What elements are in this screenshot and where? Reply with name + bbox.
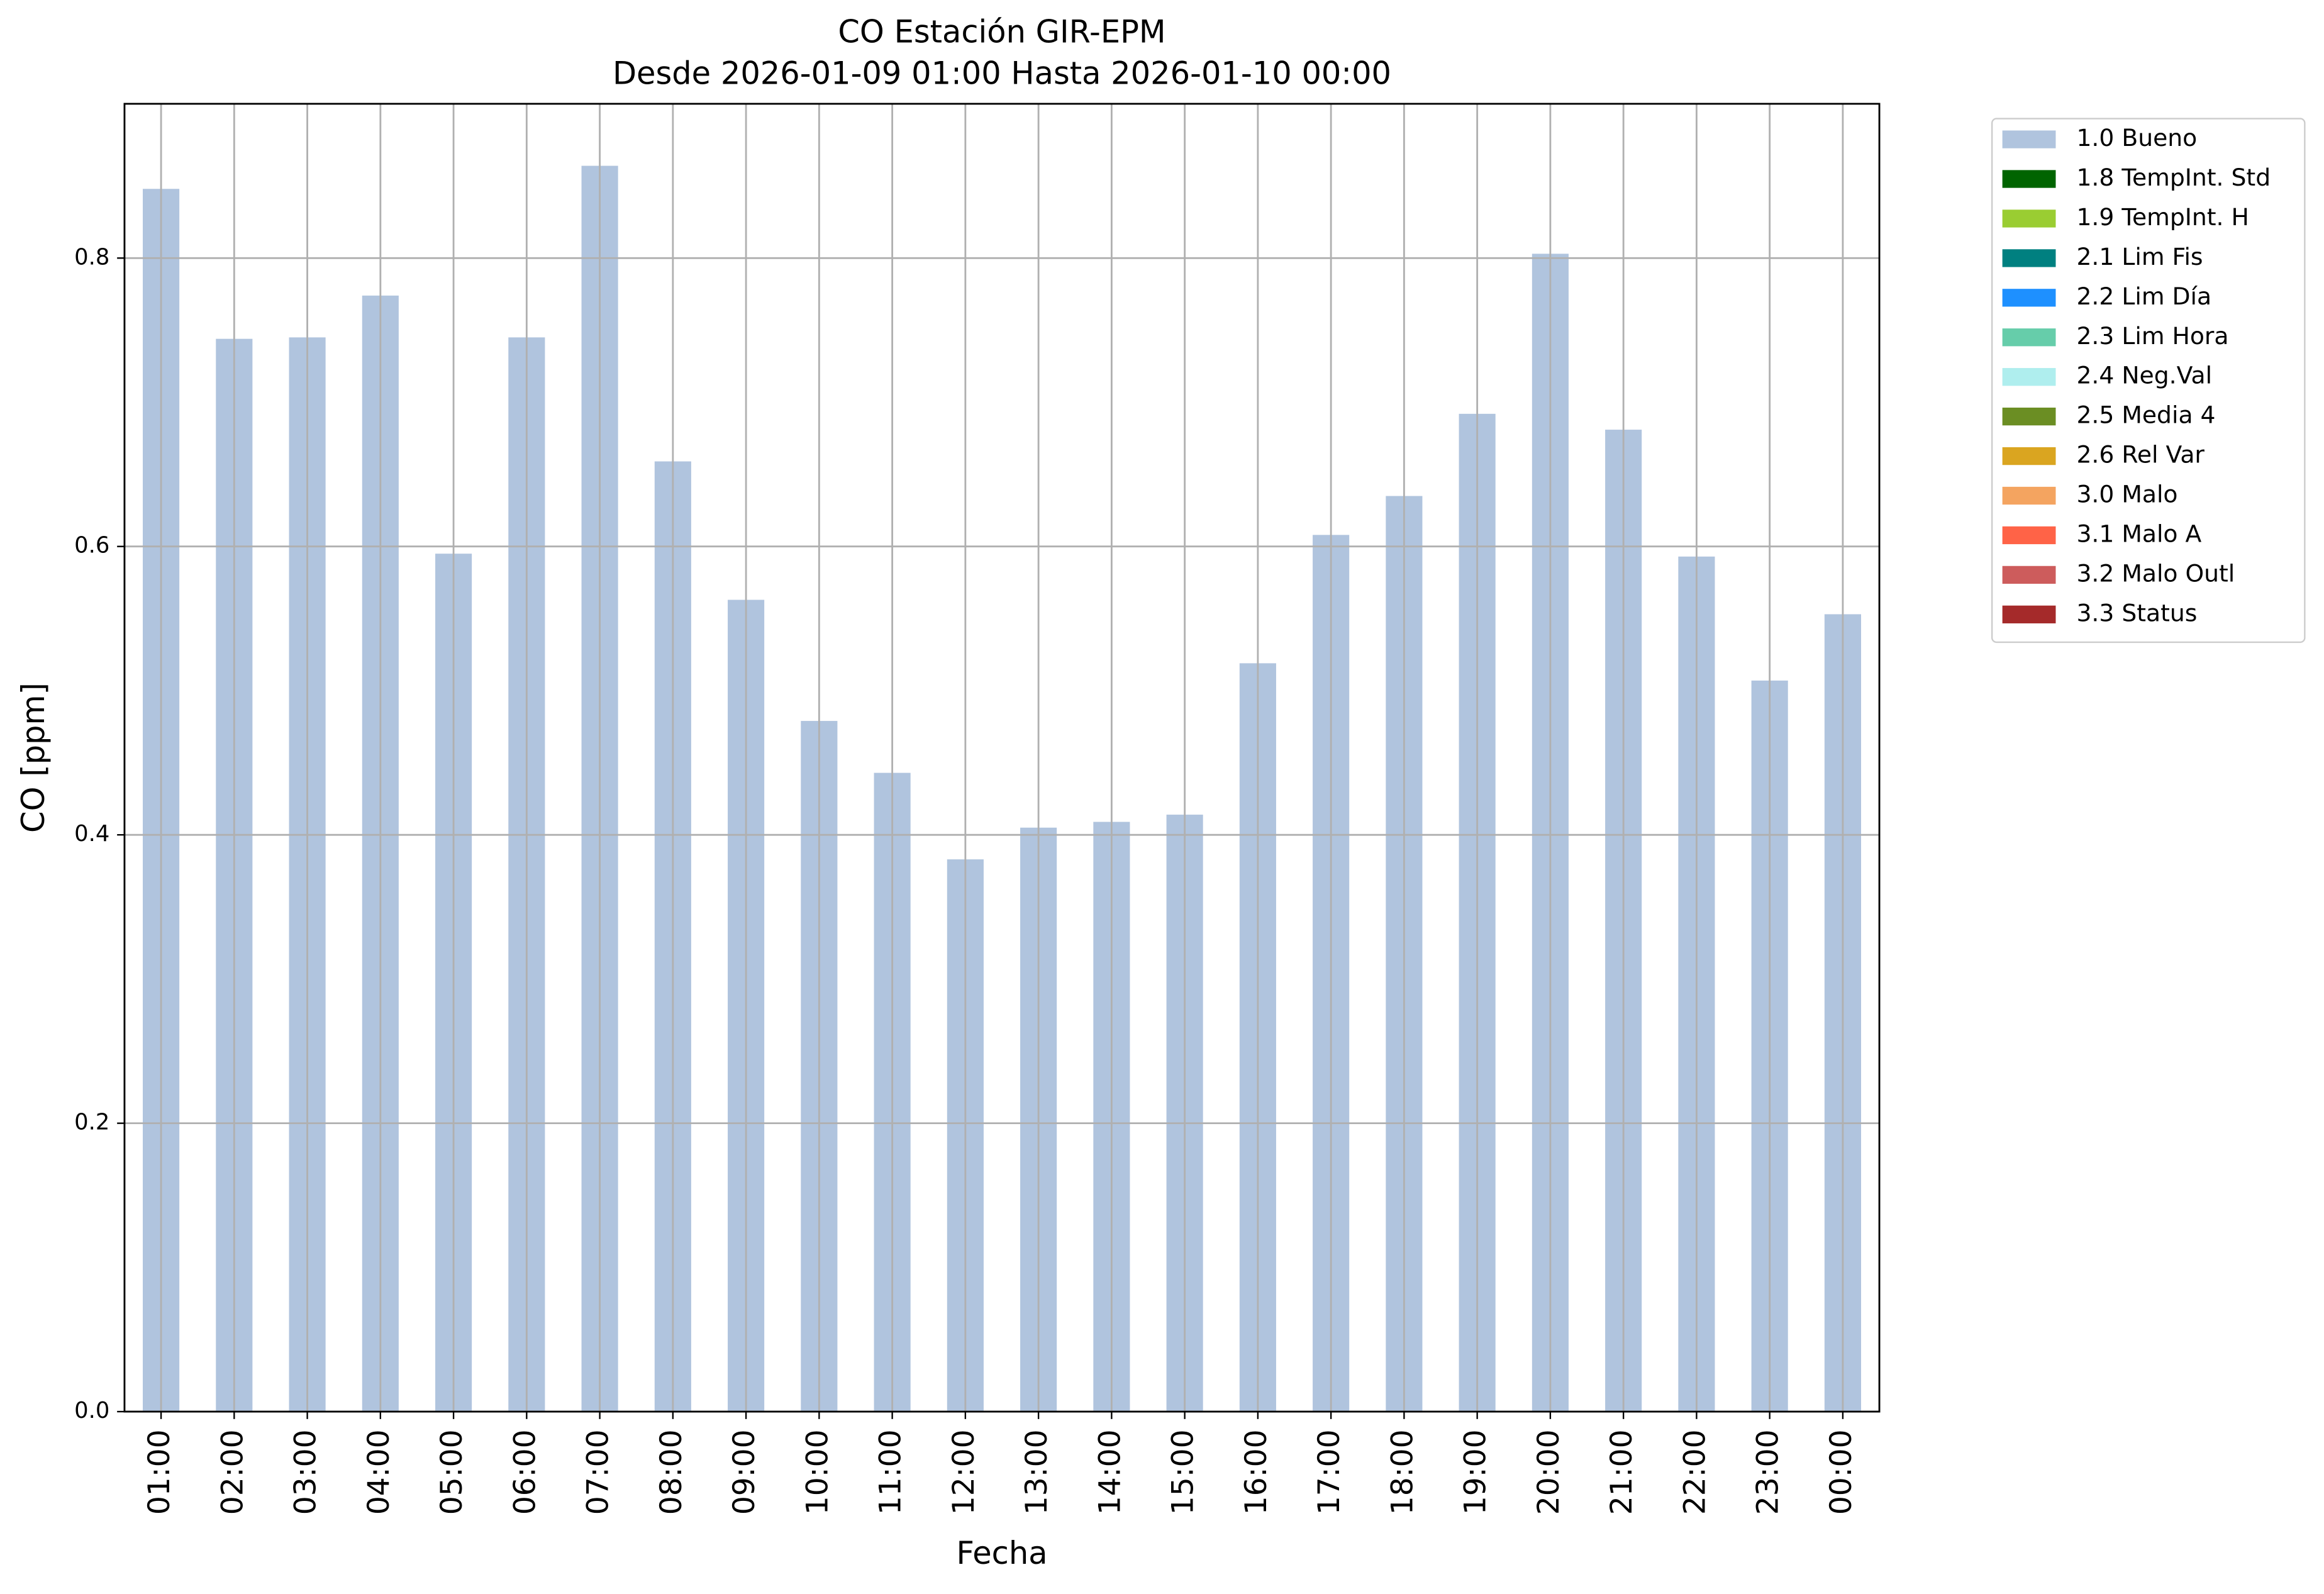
x-tick-label: 18:00 (1385, 1429, 1420, 1515)
legend-label: 3.2 Malo Outl (2076, 559, 2235, 587)
legend-label: 3.0 Malo (2076, 481, 2177, 508)
legend-frame (1991, 118, 2306, 644)
legend-label: 3.3 Status (2076, 599, 2197, 627)
legend-swatch (2002, 130, 2056, 148)
legend-label: 1.9 TempInt. H (2076, 203, 2249, 231)
legend-label: 2.1 Lim Fis (2076, 243, 2203, 270)
y-axis-label: CO [ppm] (15, 683, 52, 833)
chart-subtitle: Desde 2026-01-09 01:00 Hasta 2026-01-10 … (613, 55, 1391, 92)
legend-label: 2.6 Rel Var (2076, 441, 2204, 469)
x-tick-label: 02:00 (215, 1429, 250, 1515)
legend-label: 3.1 Malo A (2076, 520, 2201, 547)
legend-swatch (2002, 289, 2056, 307)
x-tick-label: 15:00 (1166, 1429, 1201, 1515)
x-tick-label: 21:00 (1604, 1429, 1639, 1515)
legend-swatch (2002, 526, 2056, 545)
legend-swatch (2002, 566, 2056, 584)
legend-label: 2.3 Lim Hora (2076, 322, 2228, 350)
x-tick-label: 01:00 (142, 1429, 177, 1515)
plot-frame (123, 103, 1881, 1413)
x-tick-label: 22:00 (1677, 1429, 1712, 1515)
legend-swatch (2002, 486, 2056, 505)
x-tick-label: 20:00 (1532, 1429, 1566, 1515)
legend-label: 1.0 Bueno (2076, 124, 2197, 152)
x-axis-label: Fecha (956, 1535, 1047, 1571)
x-tick-label: 04:00 (362, 1429, 396, 1515)
x-tick-label: 19:00 (1459, 1429, 1493, 1515)
legend-label: 2.4 Neg.Val (2076, 362, 2212, 389)
x-tick-label: 03:00 (289, 1429, 323, 1515)
legend-swatch (2002, 407, 2056, 426)
legend-label: 2.2 Lim Día (2076, 282, 2211, 310)
legend-swatch (2002, 209, 2056, 228)
x-tick-label: 14:00 (1093, 1429, 1127, 1515)
legend-swatch (2002, 170, 2056, 188)
x-tick-label: 00:00 (1824, 1429, 1859, 1515)
x-tick-label: 16:00 (1239, 1429, 1274, 1515)
x-tick-label: 07:00 (581, 1429, 616, 1515)
y-tick-label: 0.0 (74, 1398, 109, 1424)
x-tick-label: 08:00 (654, 1429, 689, 1515)
legend-swatch (2002, 328, 2056, 347)
legend-label: 2.5 Media 4 (2076, 401, 2215, 429)
legend-swatch (2002, 605, 2056, 623)
chart-title: CO Estación GIR-EPM (838, 14, 1165, 50)
y-tick-label: 0.2 (74, 1110, 109, 1135)
x-tick-label: 10:00 (800, 1429, 835, 1515)
x-tick-label: 05:00 (435, 1429, 469, 1515)
x-tick-label: 12:00 (947, 1429, 981, 1515)
y-tick-label: 0.8 (74, 244, 109, 270)
legend-swatch (2002, 249, 2056, 267)
y-tick-label: 0.4 (74, 821, 109, 847)
y-tick-label: 0.6 (74, 533, 109, 559)
legend-swatch (2002, 368, 2056, 386)
x-tick-label: 06:00 (508, 1429, 542, 1515)
legend-swatch (2002, 447, 2056, 465)
x-tick-label: 13:00 (1020, 1429, 1054, 1515)
x-tick-label: 23:00 (1751, 1429, 1786, 1515)
x-tick-label: 17:00 (1312, 1429, 1347, 1515)
legend-label: 1.8 TempInt. Std (2076, 164, 2271, 191)
x-tick-label: 11:00 (874, 1429, 908, 1515)
x-tick-label: 09:00 (727, 1429, 762, 1515)
